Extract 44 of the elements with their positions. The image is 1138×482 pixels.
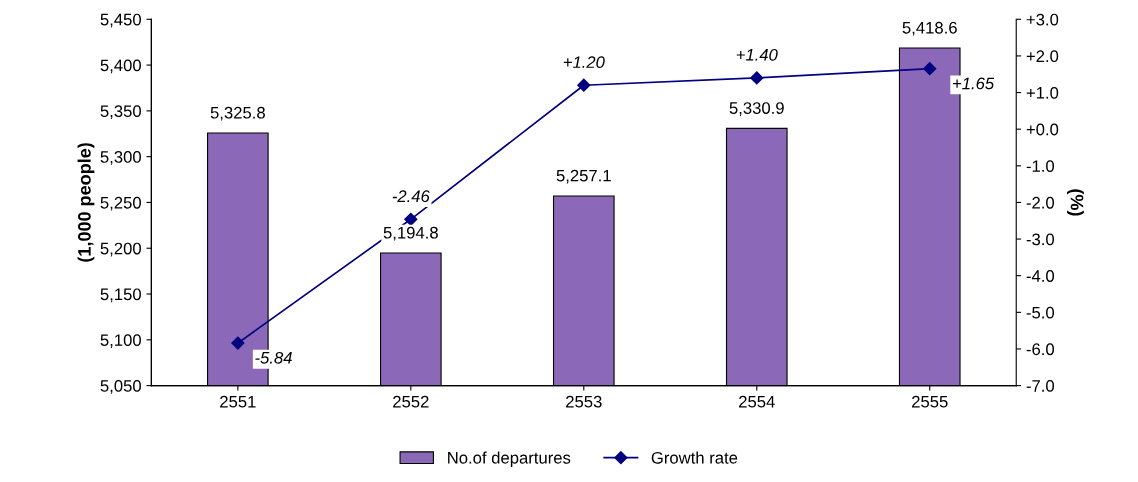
y-tick-label: 5,150 [100, 288, 141, 303]
y-tick-label: 5,300 [100, 151, 141, 165]
x-tick-label: 2552 [393, 395, 429, 408]
point [404, 212, 418, 226]
y-tick-label: 5,100 [100, 334, 141, 348]
point [750, 71, 764, 85]
x-tick-label: 2551 [220, 395, 256, 408]
x-tick-label: 2555 [912, 395, 948, 408]
y2-tick-label: +3.0 [1026, 13, 1059, 26]
data-label: -2.46 [392, 190, 430, 203]
data-label: 5,330.9 [729, 102, 784, 116]
data-label: 5,194.8 [383, 226, 438, 241]
y-axis-title: (1,000 people) [77, 143, 95, 262]
y2-tick-label: -6.0 [1026, 343, 1055, 356]
y-tick-label: 5,450 [100, 13, 141, 28]
y-tick-label: 5,050 [100, 380, 141, 394]
point [577, 78, 591, 92]
y2-tick-label: -7.0 [1026, 380, 1055, 392]
data-label: -5.84 [255, 351, 292, 364]
legend-label: Growth rate [651, 451, 738, 464]
y2-tick-label: +2.0 [1026, 50, 1059, 63]
point [923, 62, 937, 76]
y2-tick-label: -3.0 [1026, 233, 1055, 246]
y2-tick-label: -5.0 [1026, 306, 1055, 319]
data-label: +1.20 [563, 56, 605, 69]
y-tick-label: 5,250 [100, 196, 141, 211]
point [231, 336, 245, 350]
legend-label: No.of departures [448, 451, 571, 467]
y-tick-label: 5,400 [100, 59, 141, 74]
y-tick-label: 5,200 [100, 242, 141, 257]
y2-tick-label: +0.0 [1026, 123, 1059, 136]
y2-tick-label: -4.0 [1026, 270, 1055, 282]
data-label: 5,257.1 [556, 169, 611, 184]
y2-axis-title: (%) [1067, 189, 1084, 216]
y2-tick-label: +1.0 [1026, 86, 1059, 99]
x-tick-label: 2553 [566, 395, 602, 408]
data-label: +1.40 [736, 48, 778, 61]
x-tick-label: 2554 [739, 395, 775, 408]
y2-tick-label: -2.0 [1026, 196, 1055, 209]
y2-tick-label: -1.0 [1026, 160, 1055, 173]
data-label: +1.65 [953, 77, 995, 90]
y-tick-label: 5,350 [100, 105, 141, 120]
data-label: 5,418.6 [902, 21, 957, 36]
data-label: 5,325.8 [210, 106, 265, 121]
